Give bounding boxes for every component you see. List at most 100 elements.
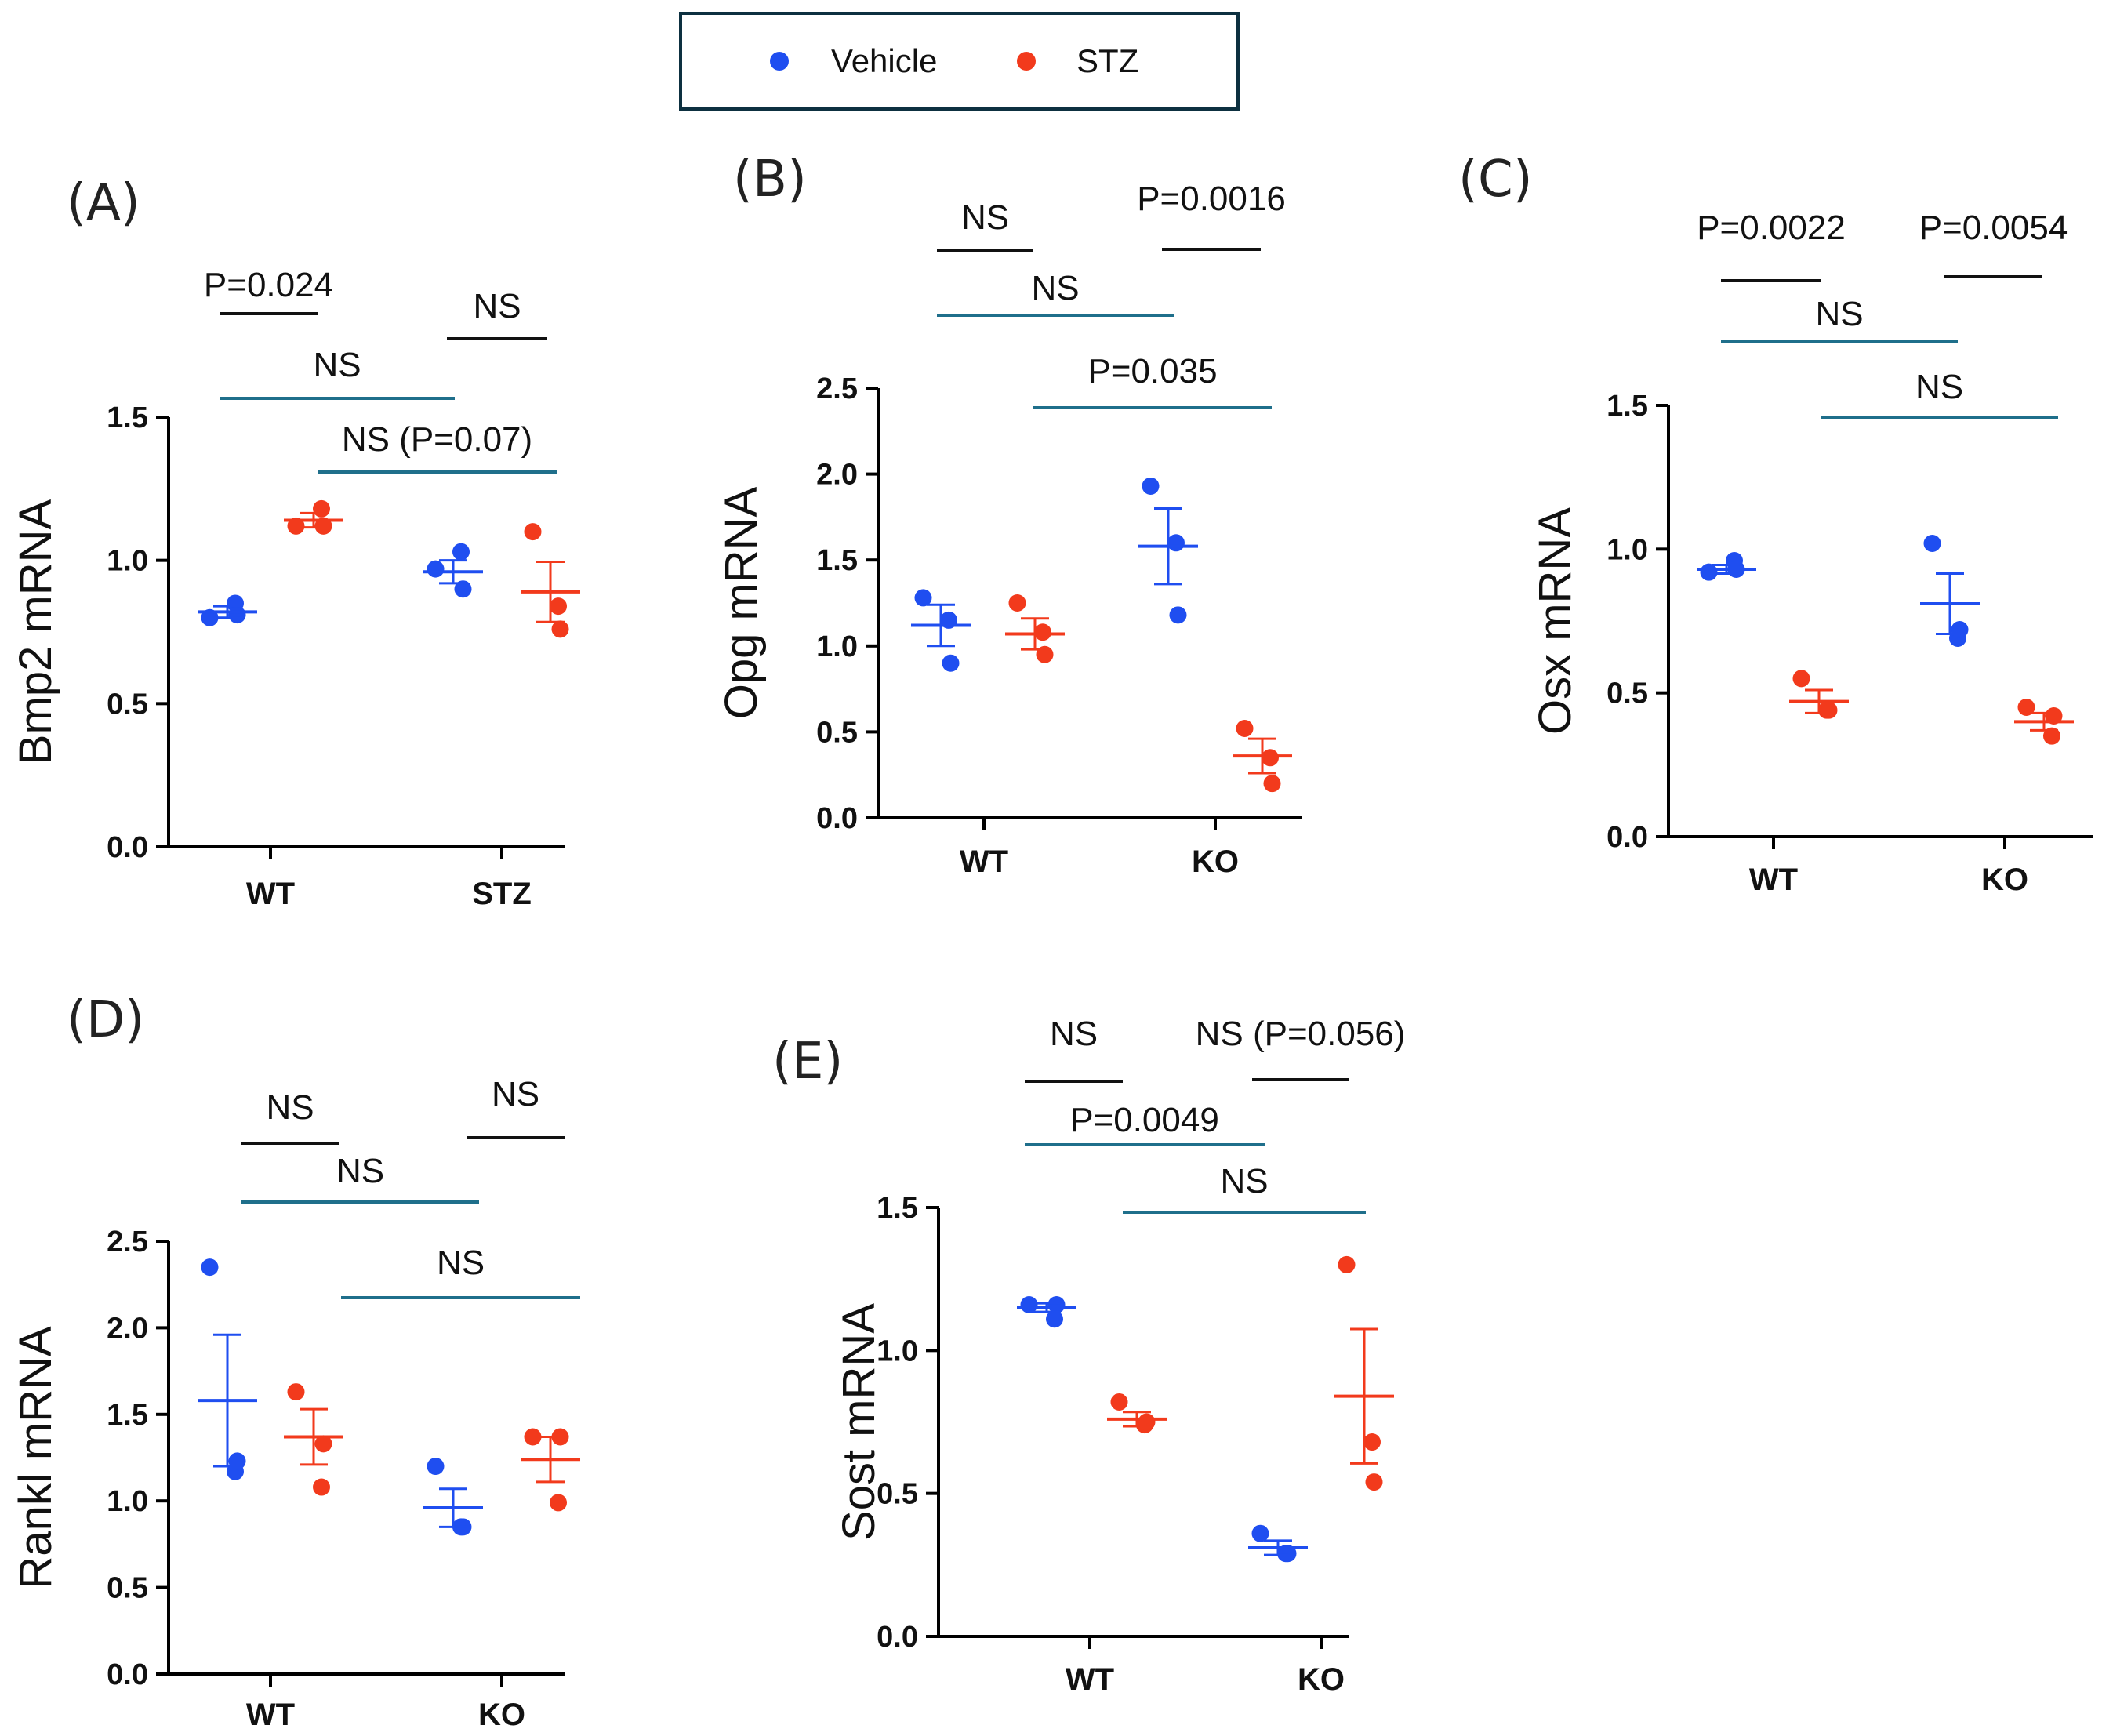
- data-point-stz: [1338, 1255, 1356, 1273]
- x-tick-label: WT: [246, 877, 295, 911]
- significance-label: NS: [492, 1075, 539, 1113]
- y-axis-label: Sost mRNA: [833, 1303, 884, 1541]
- y-tick-label: 0.5: [107, 1572, 148, 1605]
- x-tick-label: KO: [478, 1698, 525, 1732]
- significance-label: NS: [313, 346, 361, 384]
- data-point-vehicle: [454, 580, 472, 598]
- legend: Vehicle STZ: [679, 12, 1240, 111]
- significance-label: NS: [1031, 269, 1079, 307]
- significance-label: P=0.035: [1087, 352, 1217, 390]
- significance-label: P=0.0054: [1919, 209, 2068, 247]
- data-point-stz: [313, 499, 330, 518]
- y-tick-label: 1.5: [1607, 390, 1648, 423]
- legend-marker-vehicle: [770, 52, 789, 71]
- significance-label: NS: [336, 1152, 384, 1190]
- y-tick-label: 0.0: [816, 802, 858, 835]
- data-point-stz: [1363, 1433, 1381, 1451]
- data-point-stz: [1138, 1413, 1156, 1431]
- data-point-vehicle: [914, 589, 932, 607]
- data-point-stz: [524, 523, 542, 541]
- significance-label: NS (P=0.056): [1196, 1015, 1406, 1053]
- y-axis-label: Osx mRNA: [1530, 507, 1581, 735]
- y-tick-label: 1.0: [877, 1335, 918, 1367]
- y-tick-label: 0.0: [107, 1658, 148, 1691]
- y-tick-label: 2.5: [107, 1226, 148, 1258]
- y-axis-label: Opg mRNA: [716, 486, 767, 719]
- significance-label: P=0.024: [204, 266, 333, 304]
- y-tick-label: 1.5: [107, 401, 148, 434]
- data-point-stz: [1263, 775, 1281, 793]
- x-tick-label: KO: [1981, 863, 2028, 897]
- panel-e: (E) Sost mRNA 0.0 0.5 1.0 1.5 WT KO NS NS (P=0.05…: [772, 1015, 1405, 1697]
- significance-label: NS: [1220, 1162, 1268, 1200]
- significance-label: NS (P=0.07): [342, 420, 532, 459]
- data-point-stz: [313, 1478, 330, 1496]
- data-point-vehicle: [1951, 621, 1969, 638]
- data-point-stz: [1365, 1473, 1383, 1491]
- significance-label: NS: [961, 198, 1009, 237]
- data-point-vehicle: [1167, 534, 1185, 552]
- significance-label: NS: [1815, 295, 1863, 333]
- data-point-vehicle: [1251, 1524, 1269, 1542]
- significance-label: NS: [1050, 1015, 1098, 1053]
- y-tick-label: 1.5: [877, 1192, 918, 1225]
- significance-label: NS: [437, 1244, 485, 1282]
- panel-letter: (A): [67, 174, 140, 232]
- panel-letter: (E): [772, 1033, 843, 1091]
- y-tick-label: 1.0: [816, 630, 858, 663]
- y-tick-label: 2.0: [107, 1312, 148, 1345]
- y-tick-label: 1.5: [816, 544, 858, 577]
- data-point-stz: [550, 597, 567, 616]
- data-point-stz: [1008, 594, 1026, 612]
- panel-c: (C) Osx mRNA 0.0 0.5 1.0 1.5 WT KO P=0.0022 P=0.0…: [1458, 151, 2093, 897]
- data-point-stz: [1792, 670, 1810, 688]
- significance-label: P=0.0016: [1137, 180, 1286, 218]
- panel-letter: (D): [67, 991, 144, 1049]
- significance-label: P=0.0022: [1697, 209, 1846, 247]
- data-point-stz: [1110, 1393, 1128, 1411]
- significance-label: NS: [1915, 368, 1963, 406]
- y-tick-label: 0.0: [877, 1621, 918, 1654]
- x-tick-label: KO: [1298, 1662, 1345, 1697]
- x-tick-label: WT: [246, 1698, 295, 1732]
- x-tick-label: WT: [1749, 863, 1798, 897]
- data-point-vehicle: [1923, 535, 1941, 552]
- data-point-stz: [2043, 727, 2060, 745]
- y-tick-label: 1.0: [107, 545, 148, 578]
- data-point-stz: [314, 1435, 332, 1453]
- data-point-stz: [1236, 720, 1254, 738]
- panel-letter: (B): [733, 151, 807, 209]
- legend-label-stz: STZ: [1076, 42, 1138, 79]
- y-tick-label: 2.0: [816, 459, 858, 492]
- data-point-vehicle: [452, 543, 470, 561]
- significance-label: P=0.0049: [1070, 1101, 1219, 1139]
- data-point-vehicle: [427, 560, 445, 578]
- y-tick-label: 2.5: [816, 372, 858, 405]
- y-axis-label: Bmp2 mRNA: [10, 499, 61, 764]
- data-point-stz: [1034, 623, 1051, 641]
- x-tick-label: KO: [1192, 844, 1239, 879]
- data-point-stz: [524, 1428, 542, 1446]
- x-tick-label: WT: [1066, 1662, 1114, 1697]
- data-point-stz: [2017, 699, 2035, 716]
- panel-b: (B) Opg mRNA 0.0 0.5 1.0 1.5 2.0 2.5 WT KO NS P=0.0…: [716, 151, 1302, 879]
- panel-d: (D) Rankl mRNA 0.0 0.5 1.0 1.5 2.0 2.5 WT KO NS NS N…: [10, 991, 580, 1732]
- significance-label: NS: [266, 1088, 314, 1127]
- panel-a: (A) Bmp2 mRNA 0.0 0.5 1.0 1.5 WT STZ P=0.024 NS NS…: [10, 174, 580, 911]
- legend-frame: [679, 12, 1240, 111]
- data-point-vehicle: [201, 1258, 219, 1277]
- data-point-vehicle: [228, 606, 246, 624]
- data-point-stz: [1262, 749, 1279, 767]
- legend-marker-stz: [1017, 52, 1036, 71]
- x-tick-label: STZ: [472, 877, 532, 911]
- y-tick-label: 0.5: [107, 688, 148, 721]
- data-point-vehicle: [1169, 606, 1187, 624]
- y-tick-label: 0.5: [816, 716, 858, 749]
- data-point-vehicle: [427, 1458, 445, 1476]
- x-tick-label: WT: [960, 844, 1008, 879]
- significance-label: NS: [473, 287, 521, 325]
- y-axis-label: Rankl mRNA: [10, 1326, 61, 1589]
- y-tick-label: 1.5: [107, 1399, 148, 1432]
- data-point-stz: [287, 1383, 305, 1401]
